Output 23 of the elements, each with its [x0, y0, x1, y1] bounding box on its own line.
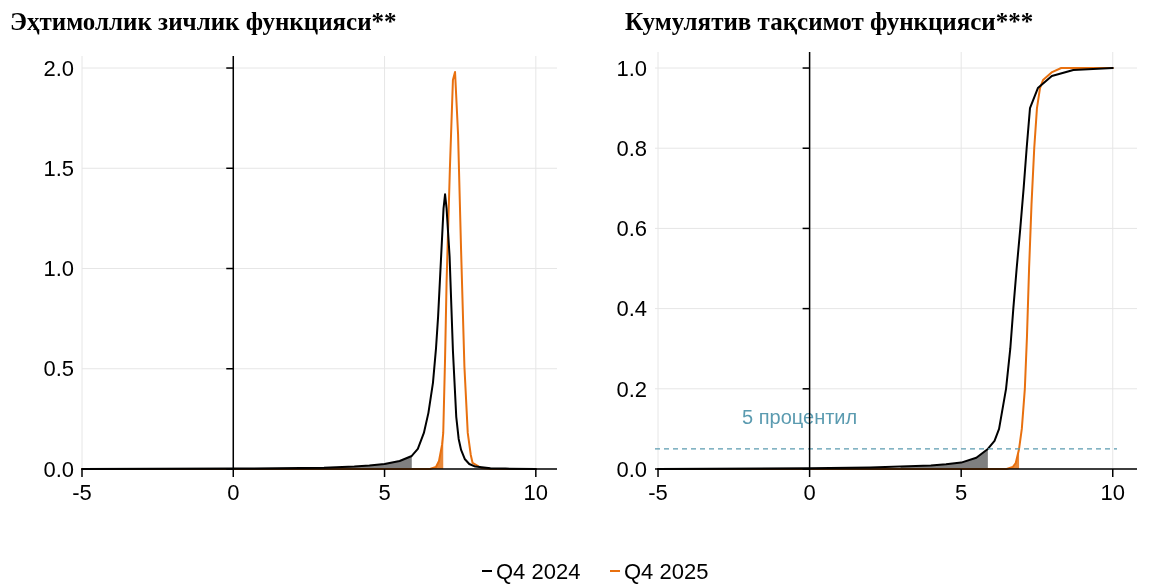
y-tick-label: 1.0 [616, 55, 647, 81]
x-tick-label: 5 [378, 480, 391, 505]
chart-title: Эҳтимоллик зичлик функцияси** [10, 8, 397, 35]
y-tick-label: 0.0 [43, 456, 74, 482]
y-tick-label: 0.6 [616, 216, 647, 242]
y-tick-label: 1.5 [43, 155, 74, 181]
legend-label: Q4 2025 [624, 559, 709, 584]
y-tick-label: 0.4 [616, 296, 647, 322]
x-tick-label: -5 [72, 480, 92, 505]
x-tick-label: 10 [523, 480, 549, 505]
x-tick-label: 0 [803, 480, 816, 505]
y-tick-label: 2.0 [43, 55, 74, 81]
legend-label: Q4 2024 [496, 559, 581, 584]
y-tick-label: 0.8 [616, 135, 647, 161]
x-tick-label: 0 [227, 480, 240, 505]
x-tick-label: 10 [1100, 480, 1125, 505]
x-tick-label: 5 [955, 480, 968, 505]
x-tick-label: -5 [648, 480, 668, 505]
y-tick-label: 1.0 [43, 256, 74, 282]
chart-title: Кумулятив тақсимот функцияси*** [625, 8, 1034, 35]
y-tick-label: 0.2 [616, 376, 647, 402]
y-tick-label: 0.0 [616, 456, 647, 482]
y-tick-label: 0.5 [43, 356, 74, 382]
